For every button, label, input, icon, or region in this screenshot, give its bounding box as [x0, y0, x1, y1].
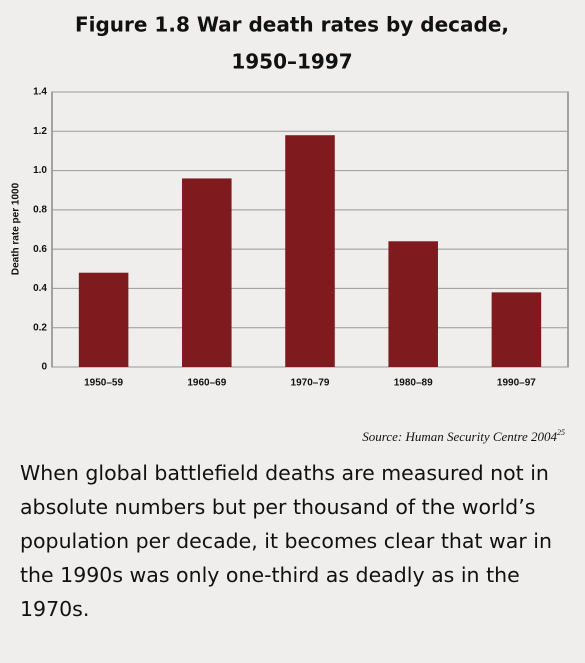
caption: When global battlefield deaths are measu… — [20, 461, 552, 621]
chart-title: Figure 1.8 War death rates by decade, — [75, 13, 509, 37]
y-tick-label: 0 — [41, 362, 47, 373]
bar — [182, 178, 232, 367]
bar — [388, 241, 438, 367]
x-tick-label: 1980–89 — [394, 378, 433, 389]
chart-title-line2: 1950–1997 — [231, 50, 352, 74]
y-tick-label: 0.4 — [33, 283, 47, 294]
y-tick-label: 1.4 — [33, 87, 47, 98]
bar — [285, 135, 335, 367]
y-tick-label: 0.6 — [33, 244, 47, 255]
y-tick-label: 0.8 — [33, 204, 47, 215]
bar — [78, 272, 129, 367]
chart: Figure 1.8 War death rates by decade, 19… — [11, 13, 569, 444]
x-tick-label: 1970–79 — [291, 378, 330, 389]
y-tick-label: 1.0 — [33, 165, 47, 176]
x-tick-label: 1990–97 — [497, 378, 536, 389]
y-tick-label: 0.2 — [33, 322, 47, 333]
bar — [491, 292, 542, 367]
y-tick-label: 1.2 — [33, 126, 47, 137]
source: Source: Human Security Centre 200425 — [362, 428, 565, 444]
y-axis-label: Death rate per 1000 — [11, 182, 22, 275]
x-tick-label: 1960–69 — [187, 378, 226, 389]
source-text: Source: Human Security Centre 2004 — [362, 429, 557, 444]
x-tick-label: 1950–59 — [84, 378, 123, 389]
source-note: 25 — [557, 428, 565, 437]
